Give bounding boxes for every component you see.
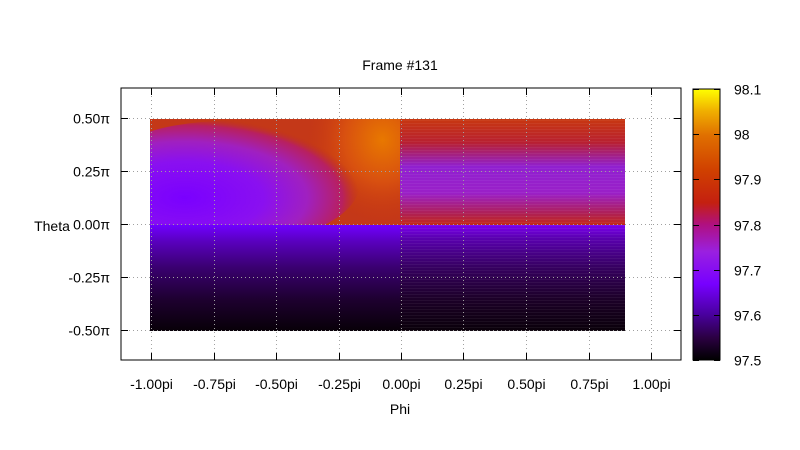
x-axis-label: Phi [390, 401, 410, 417]
y-tick-label: 0.00π [73, 217, 110, 233]
colorbar-tick-label: 97.7 [734, 263, 761, 279]
x-tick-label: 0.25pi [444, 376, 482, 392]
y-axis: 0.50π 0.25π 0.00π -0.25π -0.50π [68, 111, 681, 339]
x-axis: -1.00pi -0.75pi -0.50pi -0.25pi 0.00pi 0.25pi… [130, 88, 671, 392]
chart-title: Frame #131 [362, 57, 438, 73]
x-tick-label: 0.50pi [507, 376, 545, 392]
colorbar: 98.1 98 97.9 97.8 97.7 97.6 97.5 [692, 82, 761, 369]
colorbar-tick-label: 98 [734, 127, 750, 143]
colorbar-tick-label: 97.6 [734, 308, 761, 324]
x-tick-label: -0.25pi [318, 376, 361, 392]
y-tick-label: 0.25π [73, 164, 110, 180]
y-tick-label: 0.50π [73, 111, 110, 127]
x-tick-label: -1.00pi [130, 376, 173, 392]
x-tick-label: -0.50pi [255, 376, 298, 392]
y-tick-label: -0.25π [68, 270, 110, 286]
x-tick-label: 0.00pi [382, 376, 420, 392]
x-tick-label: 0.75pi [570, 376, 608, 392]
colorbar-tick-label: 98.1 [734, 82, 761, 98]
heatmap-cool-lobe [150, 121, 360, 225]
colorbar-ticks: 98.1 98 97.9 97.8 97.7 97.6 97.5 [693, 82, 761, 369]
x-tick-label: -0.75pi [193, 376, 236, 392]
colorbar-tick-label: 97.5 [734, 353, 761, 369]
y-tick-label: -0.50π [68, 323, 110, 339]
heatmap-lower-left [150, 225, 400, 331]
grid-lines [121, 88, 681, 360]
y-axis-label: Theta [34, 218, 70, 234]
x-tick-label: 1.00pi [632, 376, 670, 392]
heatmap-image [150, 119, 625, 331]
colorbar-gradient [692, 88, 721, 361]
colorbar-tick-label: 97.8 [734, 218, 761, 234]
colorbar-tick-label: 97.9 [734, 172, 761, 188]
